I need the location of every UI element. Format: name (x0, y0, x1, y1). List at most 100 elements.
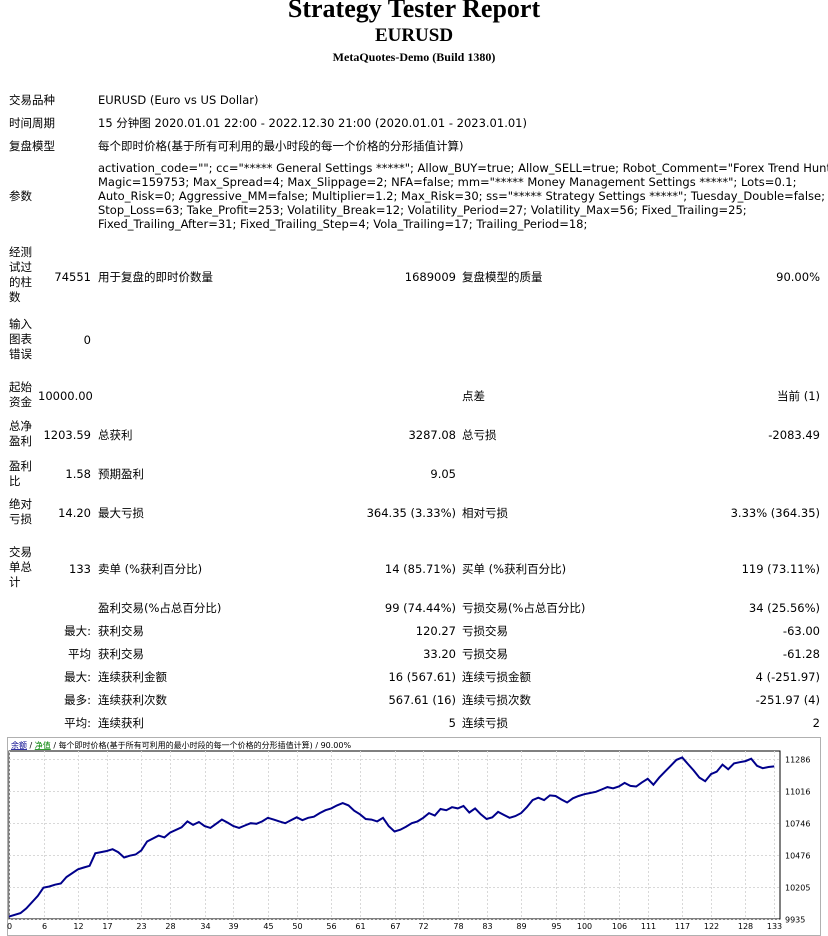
params-label: 参数 (9, 189, 32, 203)
spread-label: 点差 (462, 389, 485, 403)
y-tick-label: 9935 (785, 916, 805, 925)
most-consec-loss-label: 连续亏损次数 (462, 693, 531, 707)
gross-profit-value: 3287.08 (408, 428, 456, 442)
params-line: Magic=159753; Max_Spread=4; Max_Slippage… (98, 175, 797, 189)
deposit-value: 10000.00 (38, 389, 93, 403)
profit-trades-label: 盈利交易(%占总百分比) (98, 601, 222, 615)
profit-factor-value: 1.58 (65, 467, 91, 481)
x-axis: 0 6 12 17 23 28 34 39 45 50 56 61 67 72 78 83 89 95 100 106… (7, 922, 782, 931)
avg-consec-losses-label: 连续亏损 (462, 716, 508, 730)
grid-lines (9, 751, 780, 920)
bars-value: 74551 (54, 270, 91, 284)
avg-consec-losses-value: 2 (812, 716, 820, 730)
legend-separator: / (51, 741, 59, 750)
x-tick-label: 95 (551, 922, 561, 931)
short-trades-label: 卖单 (%获利百分比) (98, 562, 203, 576)
gross-profit-label: 总获利 (98, 428, 133, 442)
abs-drawdown-label: 绝对亏损 (9, 497, 32, 526)
x-tick-label: 78 (453, 922, 463, 931)
gross-loss-label: 总亏损 (462, 428, 497, 442)
report-title: Strategy Tester Report (287, 0, 541, 23)
ticks-value: 1689009 (404, 270, 456, 284)
x-tick-label: 133 (767, 922, 782, 931)
abs-drawdown-value: 14.20 (58, 506, 91, 520)
balance-line (8, 756, 775, 918)
x-tick-label: 23 (136, 922, 146, 931)
quality-value: 90.00% (776, 270, 820, 284)
y-tick-label: 10746 (785, 820, 810, 829)
y-axis: 9935 10205 10476 10746 11016 11286 (785, 756, 810, 925)
long-trades-label: 买单 (%获利百分比) (462, 562, 567, 576)
balance-chart: 9935 10205 10476 10746 11016 11286 0 6 12 17 23 28… (7, 737, 821, 936)
x-tick-label: 72 (418, 922, 428, 931)
largest-profit-value: 120.27 (415, 624, 456, 638)
largest-profit-label: 获利交易 (98, 624, 144, 638)
net-profit-value: 1203.59 (43, 428, 91, 442)
largest-loss-value: -63.00 (782, 624, 820, 638)
loss-trades-label: 亏损交易(%占总百分比) (462, 601, 586, 615)
x-tick-label: 45 (263, 922, 273, 931)
spread-value: 当前 (1) (777, 389, 820, 403)
bars-label: 经测试过的柱数 (9, 245, 32, 304)
max-consec-losses-value: 4 (-251.97) (755, 670, 820, 684)
x-tick-label: 34 (200, 922, 210, 931)
most-consec-profit-label: 连续获利次数 (98, 693, 167, 707)
x-tick-label: 56 (326, 922, 336, 931)
most-consec-prefix: 最多: (64, 693, 91, 707)
x-tick-label: 117 (675, 922, 690, 931)
y-tick-label: 10205 (785, 884, 810, 893)
params-line: Fixed_Trailing_After=31; Fixed_Trailing_… (98, 217, 588, 231)
max-consec-wins-label: 连续获利金额 (98, 670, 167, 684)
y-tick-label: 11286 (785, 756, 810, 765)
largest-prefix: 最大: (64, 624, 91, 638)
profit-factor-label: 盈利比 (9, 459, 32, 488)
x-tick-label: 128 (738, 922, 753, 931)
quality-label: 复盘模型的质量 (462, 270, 543, 284)
x-tick-label: 17 (102, 922, 112, 931)
errors-value: 0 (83, 333, 91, 347)
expected-payoff-value: 9.05 (430, 467, 456, 481)
rel-drawdown-value: 3.33% (364.35) (730, 506, 820, 520)
params-line: Auto_Risk=0; Aggressive_MM=false; Multip… (98, 189, 825, 203)
x-tick-label: 89 (516, 922, 526, 931)
params-block: activation_code=""; cc="***** General Se… (98, 161, 828, 231)
max-consec-prefix: 最大: (64, 670, 91, 684)
short-trades-value: 14 (85.71%) (384, 562, 456, 576)
x-tick-label: 100 (577, 922, 592, 931)
period-label: 时间周期 (9, 116, 55, 130)
rel-drawdown-label: 相对亏损 (462, 506, 508, 520)
x-tick-label: 111 (641, 922, 656, 931)
net-profit-label: 总净盈利 (9, 419, 32, 448)
max-drawdown-value: 364.35 (3.33%) (366, 506, 456, 520)
avg-consec-wins-value: 5 (448, 716, 456, 730)
x-tick-label: 50 (292, 922, 302, 931)
x-tick-label: 83 (482, 922, 492, 931)
average-profit-value: 33.20 (423, 647, 456, 661)
y-tick-label: 11016 (785, 788, 810, 797)
largest-loss-label: 亏损交易 (462, 624, 508, 638)
x-tick-label: 39 (228, 922, 238, 931)
x-tick-label: 106 (612, 922, 627, 931)
profit-trades-value: 99 (74.44%) (384, 601, 456, 615)
average-loss-label: 亏损交易 (462, 647, 508, 661)
params-line: Stop_Loss=63; Take_Profit=253; Volatilit… (98, 203, 747, 217)
model-value: 每个即时价格(基于所有可利用的最小时段的每一个价格的分形插值计算) (98, 139, 464, 153)
expected-payoff-label: 预期盈利 (98, 467, 144, 481)
x-tick-label: 0 (7, 922, 12, 931)
model-label: 复盘模型 (9, 139, 55, 153)
x-tick-label: 122 (704, 922, 719, 931)
long-trades-value: 119 (73.11%) (741, 562, 820, 576)
symbol-value: EURUSD (Euro vs US Dollar) (98, 93, 259, 107)
legend-equity: 净值 (35, 740, 51, 750)
gross-loss-value: -2083.49 (768, 428, 820, 442)
most-consec-loss-value: -251.97 (4) (755, 693, 820, 707)
x-tick-label: 28 (165, 922, 175, 931)
y-tick-label: 10476 (785, 852, 810, 861)
max-consec-losses-label: 连续亏损金额 (462, 670, 531, 684)
x-tick-label: 61 (355, 922, 365, 931)
average-profit-label: 获利交易 (98, 647, 144, 661)
avg-consec-wins-label: 连续获利 (98, 716, 144, 730)
legend-separator: / (27, 741, 35, 750)
deposit-label: 起始资金 (9, 380, 32, 409)
total-trades-value: 133 (69, 562, 91, 576)
